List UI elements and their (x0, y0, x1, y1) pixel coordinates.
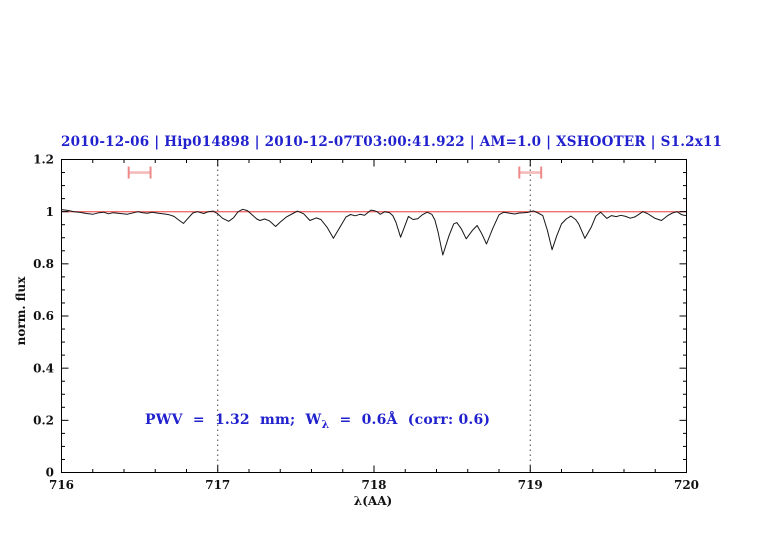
x-tick-label: 719 (518, 478, 543, 492)
spectrum-curve (61, 208, 687, 256)
plot-title: 2010-12-06 | Hip014898 | 2010-12-07T03:0… (61, 134, 723, 150)
y-tick-label: 0 (46, 466, 54, 480)
y-tick-label: 1.2 (33, 153, 54, 167)
x-tick-label: 720 (674, 478, 699, 492)
x-tick-label: 716 (49, 478, 74, 492)
pwv-annotation: PWV = 1.32 mm; Wλ = 0.6Å (corr: 0.6) (145, 412, 491, 431)
y-tick-label: 1 (46, 205, 54, 219)
y-tick-label: 0.4 (33, 361, 54, 375)
x-axis-label: λ(AA) (353, 494, 393, 508)
pwv-annotation-subscript: λ (321, 417, 330, 431)
x-tick-label: 717 (205, 478, 230, 492)
x-tick-label: 718 (361, 478, 386, 492)
y-tick-label: 0.6 (33, 309, 54, 323)
pwv-annotation-prefix: PWV = 1.32 mm; W (145, 412, 322, 428)
y-tick-label: 0.8 (33, 257, 54, 271)
plot-frame (61, 159, 687, 473)
pwv-annotation-suffix: = 0.6Å (corr: 0.6) (329, 412, 491, 428)
y-tick-label: 0.2 (33, 414, 54, 428)
